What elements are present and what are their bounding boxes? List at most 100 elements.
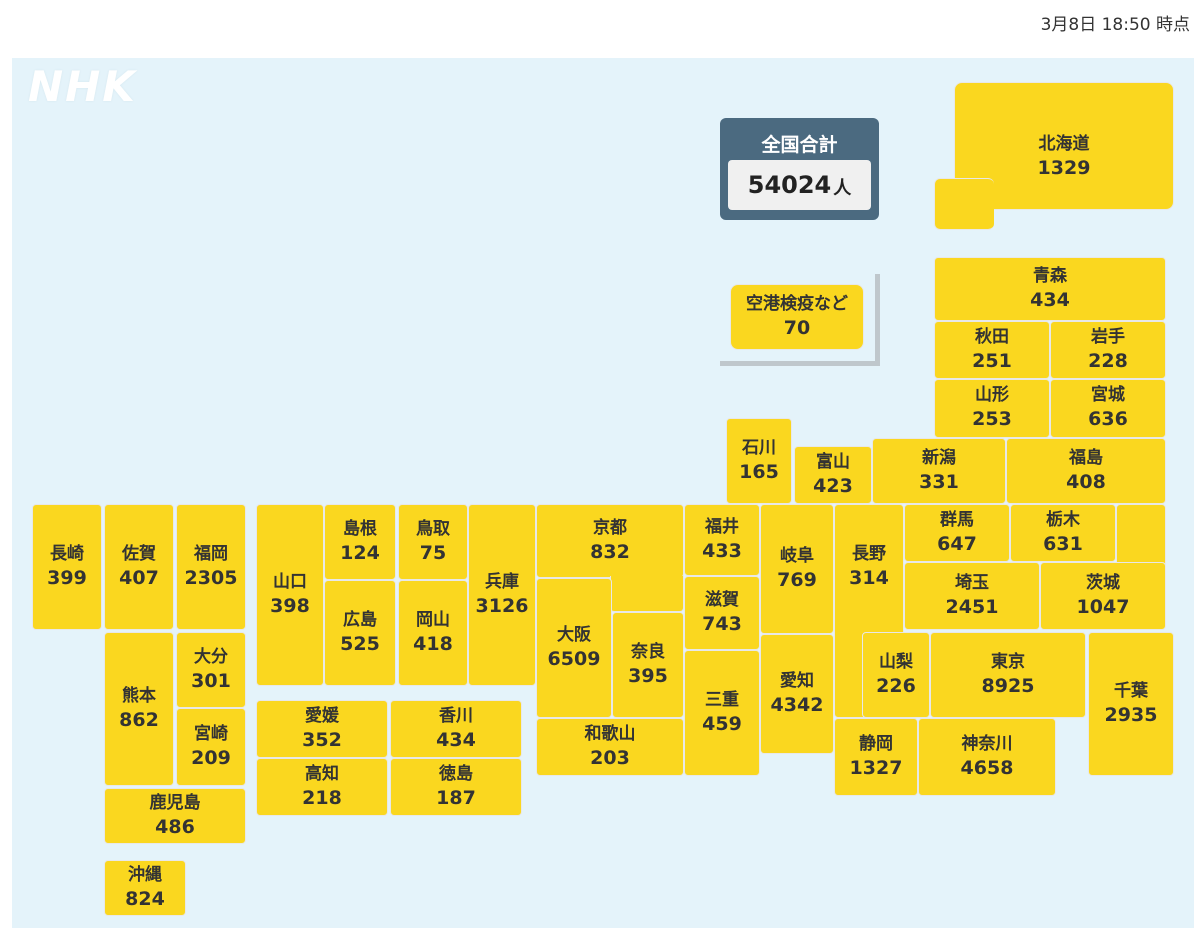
pref-tottori[interactable]: 鳥取 75 xyxy=(398,504,468,580)
pref-kochi[interactable]: 高知 218 xyxy=(256,758,388,816)
airport-shadow-horizontal xyxy=(720,361,880,366)
pref-value: 525 xyxy=(340,632,380,655)
pref-value: 434 xyxy=(1030,288,1070,311)
pref-osaka[interactable]: 大阪 6509 xyxy=(536,578,612,718)
pref-fukushima[interactable]: 福島 408 xyxy=(1006,438,1166,504)
pref-name: 岡山 xyxy=(416,609,450,630)
pref-shimane[interactable]: 島根 124 xyxy=(324,504,396,580)
pref-value: 636 xyxy=(1088,408,1128,431)
pref-name: 千葉 xyxy=(1114,680,1148,701)
pref-wakayama[interactable]: 和歌山 203 xyxy=(536,718,684,776)
pref-value: 631 xyxy=(1043,532,1083,555)
pref-value: 395 xyxy=(628,664,668,687)
pref-akita[interactable]: 秋田 251 xyxy=(934,321,1050,379)
national-total-value-box: 54024 人 xyxy=(728,160,871,210)
pref-value: 218 xyxy=(302,786,342,809)
pref-value: 4342 xyxy=(770,693,824,716)
pref-miyagi[interactable]: 宮城 636 xyxy=(1050,379,1166,438)
pref-mie[interactable]: 三重 459 xyxy=(684,650,760,776)
pref-yamaguchi[interactable]: 山口 398 xyxy=(256,504,324,686)
pref-aichi[interactable]: 愛知 4342 xyxy=(760,634,834,754)
pref-value: 2451 xyxy=(945,595,999,618)
pref-name: 広島 xyxy=(343,609,377,630)
pref-gunma[interactable]: 群馬 647 xyxy=(904,504,1010,562)
pref-value: 203 xyxy=(590,746,630,769)
pref-kagawa[interactable]: 香川 434 xyxy=(390,700,522,758)
pref-ehime[interactable]: 愛媛 352 xyxy=(256,700,388,758)
pref-chiba[interactable]: 千葉 2935 xyxy=(1088,632,1174,776)
pref-shiga[interactable]: 滋賀 743 xyxy=(684,576,760,650)
pref-fukuoka[interactable]: 福岡 2305 xyxy=(176,504,246,630)
pref-nagasaki[interactable]: 長崎 399 xyxy=(32,504,102,630)
pref-value: 1047 xyxy=(1076,595,1130,618)
pref-value: 459 xyxy=(702,712,742,735)
pref-hiroshima[interactable]: 広島 525 xyxy=(324,580,396,686)
airport-shadow-vertical xyxy=(875,274,880,366)
pref-aomori[interactable]: 青森 434 xyxy=(934,257,1166,321)
pref-yamagata[interactable]: 山形 253 xyxy=(934,379,1050,438)
pref-nara[interactable]: 奈良 395 xyxy=(612,612,684,718)
pref-gifu[interactable]: 岐阜 769 xyxy=(760,504,834,634)
pref-name: 山口 xyxy=(273,571,307,592)
pref-name: 和歌山 xyxy=(584,723,636,744)
pref-name: 山形 xyxy=(975,385,1009,406)
pref-value: 75 xyxy=(419,541,447,564)
pref-okayama[interactable]: 岡山 418 xyxy=(398,580,468,686)
pref-oita[interactable]: 大分 301 xyxy=(176,632,246,708)
national-total-box: 全国合計 54024 人 xyxy=(720,118,879,220)
pref-value: 124 xyxy=(340,541,380,564)
pref-value: 8925 xyxy=(981,674,1035,697)
pref-name: 青森 xyxy=(1033,265,1067,286)
pref-miyazaki[interactable]: 宮崎 209 xyxy=(176,708,246,786)
pref-niigata[interactable]: 新潟 331 xyxy=(872,438,1006,504)
pref-value: 3126 xyxy=(475,594,529,617)
pref-value: 407 xyxy=(119,566,159,589)
pref-name: 山梨 xyxy=(879,651,913,672)
pref-toyama[interactable]: 富山 423 xyxy=(794,446,872,504)
pref-tokushima[interactable]: 徳島 187 xyxy=(390,758,522,816)
pref-name: 岩手 xyxy=(1091,326,1125,347)
pref-saitama[interactable]: 埼玉 2451 xyxy=(904,562,1040,630)
pref-kumamoto[interactable]: 熊本 862 xyxy=(104,632,174,786)
pref-value: 165 xyxy=(739,460,779,483)
pref-ishikawa[interactable]: 石川 165 xyxy=(726,418,792,504)
pref-tokyo[interactable]: 東京 8925 xyxy=(930,632,1086,718)
pref-shizuoka[interactable]: 静岡 1327 xyxy=(834,718,918,796)
pref-kyoto[interactable]: 京都 832 xyxy=(536,504,684,578)
pref-value: 832 xyxy=(590,540,630,563)
pref-name: 宮崎 xyxy=(194,723,228,744)
pref-name: 三重 xyxy=(705,689,739,710)
pref-value: 4658 xyxy=(960,756,1014,779)
pref-value: 226 xyxy=(876,674,916,697)
pref-tochigi[interactable]: 栃木 631 xyxy=(1010,504,1116,562)
pref-name: 茨城 xyxy=(1086,572,1120,593)
pref-hyogo[interactable]: 兵庫 3126 xyxy=(468,504,536,686)
pref-value: 253 xyxy=(972,408,1012,431)
pref-fukui[interactable]: 福井 433 xyxy=(684,504,760,576)
pref-name: 福岡 xyxy=(194,543,228,564)
pref-kagoshima[interactable]: 鹿児島 486 xyxy=(104,788,246,844)
pref-airport-quarantine[interactable]: 空港検疫など 70 xyxy=(730,284,864,350)
pref-name: 富山 xyxy=(816,451,850,472)
pref-name: 秋田 xyxy=(975,326,1009,347)
pref-name: 新潟 xyxy=(922,447,956,468)
pref-name: 島根 xyxy=(343,518,377,539)
pref-name: 北海道 xyxy=(1038,134,1090,154)
pref-value: 2305 xyxy=(184,566,238,589)
pref-hokkaido-tail xyxy=(934,178,994,230)
pref-ibaraki[interactable]: 茨城 1047 xyxy=(1040,562,1166,630)
pref-iwate[interactable]: 岩手 228 xyxy=(1050,321,1166,379)
pref-value: 398 xyxy=(270,594,310,617)
pref-name: 空港検疫など xyxy=(746,293,848,314)
pref-value: 486 xyxy=(155,815,195,838)
pref-value: 228 xyxy=(1088,349,1128,372)
pref-okinawa[interactable]: 沖縄 824 xyxy=(104,860,186,916)
pref-value: 251 xyxy=(972,349,1012,372)
pref-value: 399 xyxy=(47,566,87,589)
pref-kanagawa[interactable]: 神奈川 4658 xyxy=(918,718,1056,796)
pref-value: 862 xyxy=(119,708,159,731)
pref-name: 埼玉 xyxy=(955,572,989,593)
pref-yamanashi[interactable]: 山梨 226 xyxy=(862,632,930,718)
pref-saga[interactable]: 佐賀 407 xyxy=(104,504,174,630)
pref-name: 石川 xyxy=(742,437,776,458)
